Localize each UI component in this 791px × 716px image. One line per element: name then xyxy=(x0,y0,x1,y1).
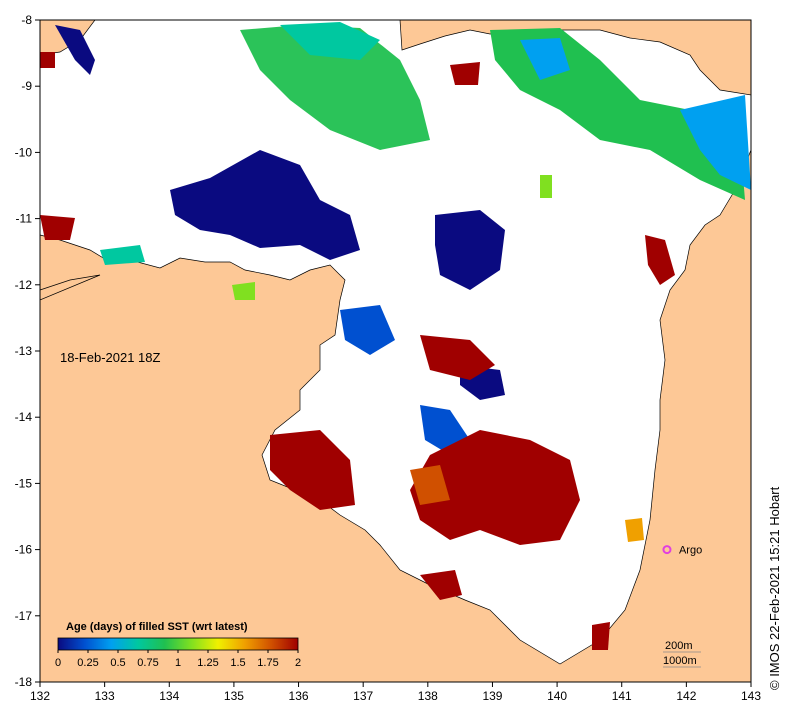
y-tick-label: -10 xyxy=(15,145,33,159)
patch-orange-east xyxy=(625,518,644,542)
patch-red-south-bottom xyxy=(420,570,462,600)
x-tick-label: 134 xyxy=(159,689,179,703)
x-tick-label: 137 xyxy=(353,689,373,703)
patch-green-north xyxy=(240,25,430,150)
depth-contour-legend: 200m 1000m xyxy=(663,640,701,668)
x-axis: 132 133 134 135 136 137 138 139 140 141 142 143 xyxy=(30,682,761,703)
legend-tick-label: 0.75 xyxy=(137,657,158,669)
y-tick-label: -9 xyxy=(21,79,32,93)
patch-blue-ne xyxy=(680,95,751,190)
patch-red-se-bottom xyxy=(592,622,610,650)
land-north xyxy=(399,19,752,96)
patch-navy-topleft xyxy=(55,25,95,75)
x-tick-label: 140 xyxy=(547,689,567,703)
legend-tick-label: 0.25 xyxy=(77,657,98,669)
argo-marker-icon xyxy=(662,545,672,555)
y-tick-label: -14 xyxy=(15,410,33,424)
y-tick-label: -12 xyxy=(15,278,33,292)
argo-label: Argo xyxy=(679,545,702,557)
legend-tick-label: 0 xyxy=(55,657,61,669)
patch-red-center xyxy=(420,335,495,380)
x-tick-label: 138 xyxy=(418,689,438,703)
patch-red-ne xyxy=(450,62,480,85)
patch-red-south-w xyxy=(270,430,355,510)
x-tick-label: 132 xyxy=(30,689,50,703)
y-tick-label: -8 xyxy=(21,13,32,27)
sst-patches xyxy=(40,22,751,650)
legend-title: Age (days) of filled SST (wrt latest) xyxy=(66,621,248,633)
y-tick-label: -18 xyxy=(15,675,33,689)
x-tick-label: 139 xyxy=(482,689,502,703)
legend-tick-label: 0.5 xyxy=(110,657,125,669)
y-tick-label: -15 xyxy=(15,476,33,490)
x-tick-label: 135 xyxy=(224,689,244,703)
y-axis: -8 -9 -10 -11 -12 -13 -14 -15 -16 -17 -18 xyxy=(15,13,40,689)
argo-marker: Argo xyxy=(662,545,702,557)
patch-navy-center xyxy=(170,150,360,260)
contour-1000m-label: 1000m xyxy=(663,655,697,667)
legend-tick-label: 1.5 xyxy=(230,657,245,669)
legend-tick-label: 1.75 xyxy=(257,657,278,669)
y-tick-label: -17 xyxy=(15,609,33,623)
y-tick-label: -11 xyxy=(16,212,33,226)
patch-green-west xyxy=(100,245,145,265)
contour-200m-label: 200m xyxy=(665,640,693,652)
patch-lime-east xyxy=(540,175,552,198)
patch-yellow-green xyxy=(232,282,255,300)
x-tick-label: 143 xyxy=(741,689,761,703)
patch-red-west xyxy=(40,215,75,240)
credit-text: © IMOS 22-Feb-2021 15:21 Hobart xyxy=(767,486,782,690)
patch-red-south-c xyxy=(410,430,580,545)
x-tick-label: 136 xyxy=(289,689,309,703)
x-tick-label: 133 xyxy=(95,689,115,703)
legend-tick-label: 2 xyxy=(295,657,301,669)
patch-teal-north xyxy=(280,22,380,60)
patch-orange-south xyxy=(410,465,450,505)
patch-blue-mid xyxy=(340,305,395,355)
patch-red-topleft xyxy=(40,52,55,68)
x-tick-label: 142 xyxy=(676,689,696,703)
legend-tick-label: 1 xyxy=(175,657,181,669)
legend-ticks: 0 0.25 0.5 0.75 1 1.25 1.5 1.75 2 xyxy=(55,650,301,669)
patch-navy-east xyxy=(435,210,505,290)
legend-colorbar xyxy=(57,637,299,651)
legend-tick-label: 1.25 xyxy=(197,657,218,669)
date-label: 18-Feb-2021 18Z xyxy=(60,350,161,365)
x-tick-label: 141 xyxy=(612,689,632,703)
patch-red-se xyxy=(645,235,675,285)
y-tick-label: -13 xyxy=(15,344,33,358)
y-tick-label: -16 xyxy=(15,543,33,557)
patch-cyan-ne2 xyxy=(520,38,570,80)
